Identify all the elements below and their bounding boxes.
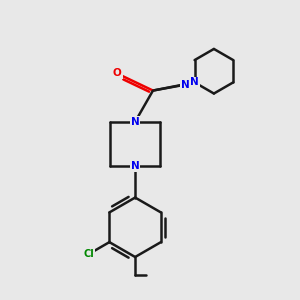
Text: N: N [131,161,140,171]
Text: N: N [131,117,140,127]
Text: O: O [113,68,122,78]
Text: N: N [190,77,199,87]
Text: N: N [181,80,190,90]
Text: Cl: Cl [83,249,94,259]
